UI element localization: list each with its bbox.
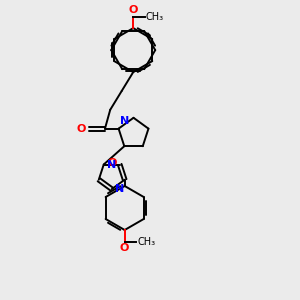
Text: N: N <box>116 184 125 194</box>
Text: O: O <box>120 243 129 253</box>
Text: CH₃: CH₃ <box>146 12 164 22</box>
Text: O: O <box>129 5 138 15</box>
Text: O: O <box>76 124 86 134</box>
Text: O: O <box>107 158 117 169</box>
Text: N: N <box>107 160 116 170</box>
Text: N: N <box>120 116 129 126</box>
Text: CH₃: CH₃ <box>137 236 155 247</box>
